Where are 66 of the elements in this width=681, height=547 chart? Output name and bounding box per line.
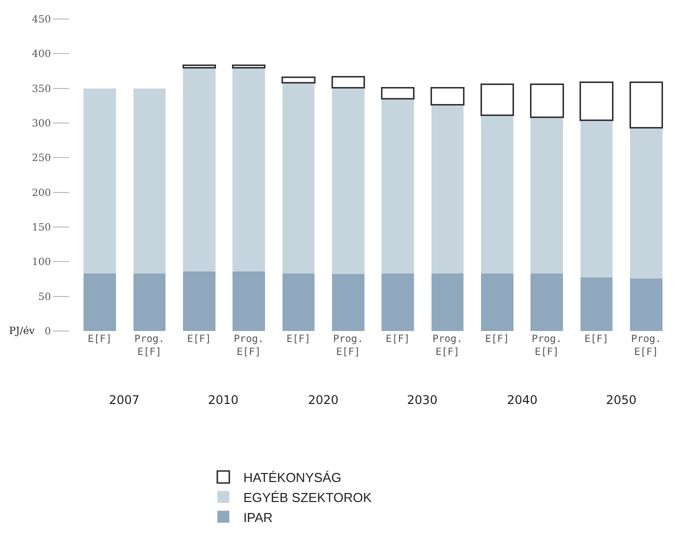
x-tick-label: Prog. E[F] — [432, 334, 463, 358]
x-tick-label: Prog. E[F] — [134, 334, 165, 358]
x-tick-label: E[F] — [286, 334, 311, 345]
bar — [580, 278, 613, 331]
text: 2020 — [308, 393, 339, 407]
bar — [183, 271, 216, 331]
bar — [133, 88, 166, 274]
bar — [530, 273, 563, 331]
legend-label: HATÉKONYSÁG — [243, 470, 342, 486]
bar — [530, 117, 563, 274]
bar — [580, 81, 614, 121]
bar — [630, 278, 662, 331]
x-tick-label: E[F] — [485, 334, 510, 345]
bar — [481, 273, 514, 331]
bar — [282, 273, 315, 331]
x-tick-label: E[F] — [187, 334, 212, 345]
x-tick-label: Prog. E[F] — [631, 334, 662, 358]
bar — [84, 273, 116, 331]
x-tick-label: E[F] — [88, 334, 112, 345]
legend-label: EGYÉB SZEKTOROK — [243, 490, 372, 505]
x-tick-label: Prog. E[F] — [234, 334, 264, 358]
y-tick-label: 450 — [32, 14, 51, 26]
bar — [232, 68, 265, 272]
bar — [382, 98, 414, 274]
bar — [580, 120, 613, 278]
bar — [183, 68, 216, 272]
bar — [480, 83, 514, 116]
bar — [331, 76, 366, 88]
legend-label: IPAR — [243, 510, 273, 525]
bar — [530, 83, 564, 118]
bar — [133, 273, 166, 331]
y-tick-label: 250 — [32, 153, 51, 164]
y-tick-label: 0 — [44, 326, 51, 338]
y-tick-label: 150 — [32, 222, 51, 234]
bar — [481, 115, 514, 274]
text: 2030 — [407, 393, 438, 407]
bar — [630, 128, 662, 278]
x-tick-label: E[F] — [386, 334, 410, 345]
bar — [431, 273, 464, 331]
text: 2007 — [109, 393, 140, 407]
x-tick-label: E[F] — [584, 334, 609, 345]
y-tick-label: 200 — [32, 188, 51, 199]
bar — [84, 88, 116, 274]
text: 2040 — [507, 393, 538, 407]
y-axis-title: PJ/év — [9, 326, 36, 337]
bar — [382, 273, 414, 331]
x-tick-label: Prog. E[F] — [532, 334, 562, 358]
bar — [332, 88, 364, 274]
y-tick-label: 300 — [32, 118, 51, 130]
y-tick-label: 400 — [32, 49, 51, 60]
bar — [380, 86, 415, 100]
y-tick-label: 100 — [32, 257, 51, 268]
text: 2010 — [208, 393, 239, 407]
bar — [232, 271, 265, 331]
y-tick-label: 50 — [38, 292, 51, 303]
bar — [232, 64, 266, 68]
y-tick-label: 350 — [32, 84, 51, 95]
bar — [282, 82, 315, 274]
bar — [430, 86, 464, 106]
bar — [629, 81, 664, 129]
bar — [182, 64, 216, 68]
x-tick-label: Prog. E[F] — [333, 334, 364, 358]
bar — [332, 274, 364, 331]
bar — [282, 76, 316, 84]
text: 2050 — [606, 393, 637, 407]
bar — [431, 104, 464, 274]
